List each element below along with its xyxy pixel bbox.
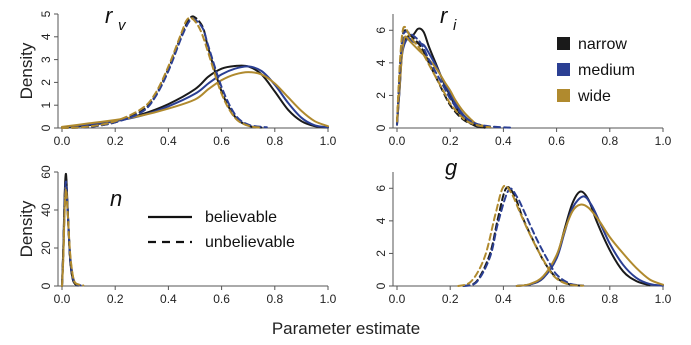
x-tick-label: 1.0 [655,292,672,306]
color-legend: narrow medium wide [557,36,635,105]
density-curve-wide-solid [396,35,492,129]
x-tick-label: 1.0 [320,292,337,306]
y-tick-label: 20 [39,241,53,255]
density-curve-narrow-solid [396,27,486,129]
y-axis-title: Density [17,200,36,257]
density-curve-wide-dashed [457,184,585,287]
y-tick-label: 60 [39,165,53,179]
y-tick-label: 6 [374,27,388,34]
x-tick-label: 0.4 [495,134,512,148]
y-tick-label: 4 [374,217,388,224]
x-tick-label: 0.8 [601,292,618,306]
panel-1: 0.0 0.2 0.4 0.6 0.8 1.0 0 2 4 6 r i [374,3,672,148]
density-curve-wide-dashed [396,25,492,129]
panel-title: g [445,155,458,180]
x-tick-label: 0.2 [107,292,124,306]
x-tick-label: 0.4 [495,292,512,306]
density-curve-wide-dashed [61,16,263,129]
legend-label-medium: medium [578,62,635,79]
density-curve-narrow-dashed [462,186,585,287]
y-tick-label: 3 [39,56,53,63]
legend-swatch-wide [557,89,570,102]
x-tick-label: 0.6 [548,292,565,306]
x-tick-label: 0.0 [389,292,406,306]
x-tick-label: 0.0 [54,292,71,306]
panel-3: 0.0 0.2 0.4 0.6 0.8 1.0 0 2 4 6 g [374,155,672,306]
density-curve-medium-dashed [396,30,513,129]
y-tick-label: 0 [374,124,388,131]
density-curve-wide-dashed [61,188,85,287]
legend-label-believable: believable [205,209,277,226]
y-tick-label: 5 [39,10,53,17]
y-tick-label: 0 [39,124,53,131]
y-tick-label: 6 [374,185,388,192]
panel-0: 0.0 0.2 0.4 0.6 0.8 1.0 0 1 2 3 4 5 Density r v [17,3,337,148]
legend-swatch-narrow [557,37,570,50]
x-tick-label: 0.6 [548,134,565,148]
x-tick-label: 0.6 [213,292,230,306]
x-tick-label: 0.4 [160,292,177,306]
x-tick-label: 0.8 [266,292,283,306]
y-tick-label: 1 [39,102,53,109]
y-tick-label: 0 [374,282,388,289]
x-tick-label: 0.6 [213,134,230,148]
density-curve-medium-solid [396,36,492,129]
x-tick-label: 0.2 [107,134,124,148]
x-tick-label: 0.2 [442,292,459,306]
y-tick-label: 4 [39,33,53,40]
y-tick-label: 2 [374,250,388,257]
y-tick-label: 2 [374,92,388,99]
y-tick-label: 4 [374,59,388,66]
panel-title: n [110,186,122,211]
x-tick-label: 0.0 [389,134,406,148]
legend-swatch-medium [557,63,570,76]
panel-title-subscript: i [453,17,457,34]
density-curve-medium-dashed [61,17,268,129]
density-curve-wide-solid [515,203,664,287]
y-tick-label: 2 [39,79,53,86]
density-curve-medium-solid [515,195,664,287]
legend-label-narrow: narrow [578,36,627,53]
x-tick-label: 0.8 [266,134,283,148]
panel-2: 0.0 0.2 0.4 0.6 0.8 1.0 0 20 40 60 Density n [17,165,337,306]
x-tick-label: 1.0 [655,134,672,148]
density-curve-medium-dashed [462,187,585,287]
x-axis-title: Parameter estimate [272,319,420,338]
y-tick-label: 40 [39,203,53,217]
legend-label-unbelievable: unbelievable [205,234,295,251]
y-tick-label: 0 [39,282,53,289]
x-tick-label: 0.2 [442,134,459,148]
legend-label-wide: wide [577,88,611,105]
x-tick-label: 1.0 [320,134,337,148]
panel-title-subscript: v [118,17,127,34]
x-tick-label: 0.8 [601,134,618,148]
density-curve-wide-solid [61,71,329,128]
style-legend: believable unbelievable [148,209,295,251]
x-tick-label: 0.0 [54,134,71,148]
panel-title: r [105,3,114,28]
x-tick-label: 0.4 [160,134,177,148]
y-axis-title: Density [17,42,36,99]
panel-title: r [440,3,449,28]
